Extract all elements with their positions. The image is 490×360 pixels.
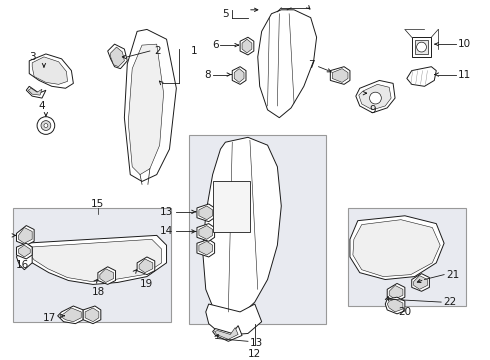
Bar	[189, 135, 326, 324]
Polygon shape	[29, 54, 74, 88]
Text: 4: 4	[39, 101, 45, 111]
Text: 13: 13	[250, 338, 263, 348]
Polygon shape	[111, 47, 124, 67]
Polygon shape	[199, 206, 213, 220]
Polygon shape	[197, 204, 215, 222]
Polygon shape	[332, 69, 348, 82]
Text: 7: 7	[308, 60, 315, 70]
Text: 22: 22	[443, 297, 456, 307]
Circle shape	[37, 117, 55, 134]
Polygon shape	[26, 86, 46, 98]
Text: 14: 14	[160, 226, 173, 237]
Text: 3: 3	[29, 52, 35, 62]
Polygon shape	[20, 235, 167, 284]
Polygon shape	[407, 67, 436, 86]
Polygon shape	[108, 44, 127, 69]
Polygon shape	[199, 241, 213, 255]
Text: 20: 20	[398, 307, 412, 317]
Text: 2: 2	[154, 46, 160, 56]
Polygon shape	[389, 285, 403, 299]
Polygon shape	[17, 243, 32, 270]
Polygon shape	[330, 67, 350, 84]
Text: 9: 9	[369, 105, 376, 115]
Polygon shape	[213, 325, 242, 341]
Polygon shape	[17, 243, 32, 259]
Polygon shape	[359, 84, 391, 110]
Polygon shape	[412, 37, 431, 57]
Polygon shape	[414, 276, 427, 289]
Polygon shape	[203, 137, 281, 322]
Polygon shape	[139, 259, 153, 273]
Polygon shape	[199, 226, 213, 239]
Polygon shape	[85, 308, 99, 322]
Text: 5: 5	[221, 9, 228, 19]
Polygon shape	[17, 226, 34, 245]
Polygon shape	[83, 306, 101, 324]
Polygon shape	[232, 67, 246, 84]
Text: 17: 17	[43, 313, 56, 323]
Polygon shape	[26, 239, 162, 282]
Text: 13: 13	[160, 207, 173, 217]
Polygon shape	[240, 37, 254, 55]
Polygon shape	[387, 283, 405, 301]
Polygon shape	[387, 299, 403, 312]
Text: 10: 10	[458, 39, 471, 49]
Polygon shape	[385, 297, 405, 314]
Text: 8: 8	[204, 69, 211, 80]
Polygon shape	[353, 220, 440, 276]
Polygon shape	[98, 267, 116, 284]
Polygon shape	[215, 328, 238, 339]
Polygon shape	[412, 274, 429, 291]
Polygon shape	[32, 57, 68, 84]
Circle shape	[41, 121, 51, 130]
Polygon shape	[124, 30, 176, 181]
Text: 16: 16	[16, 260, 29, 270]
Text: 21: 21	[446, 270, 459, 280]
Bar	[348, 208, 466, 306]
Text: 19: 19	[140, 279, 153, 289]
Polygon shape	[19, 228, 32, 243]
Polygon shape	[19, 245, 30, 257]
Text: 18: 18	[92, 287, 105, 297]
Polygon shape	[356, 80, 395, 113]
Polygon shape	[128, 44, 164, 175]
Text: 11: 11	[458, 69, 471, 80]
Polygon shape	[58, 306, 83, 324]
Polygon shape	[100, 269, 114, 283]
Text: 15: 15	[91, 199, 104, 209]
Polygon shape	[137, 257, 155, 275]
Circle shape	[369, 92, 381, 104]
Circle shape	[416, 42, 426, 52]
Polygon shape	[258, 10, 317, 118]
Polygon shape	[28, 88, 42, 95]
Polygon shape	[197, 239, 215, 257]
Polygon shape	[242, 39, 252, 53]
Text: 6: 6	[212, 40, 219, 50]
Bar	[213, 181, 250, 233]
Polygon shape	[206, 304, 262, 336]
Polygon shape	[197, 224, 215, 241]
Polygon shape	[234, 69, 244, 82]
Bar	[13, 208, 172, 322]
Circle shape	[44, 123, 48, 127]
Text: 12: 12	[248, 349, 262, 359]
Polygon shape	[415, 40, 428, 54]
Polygon shape	[60, 308, 81, 322]
Polygon shape	[350, 216, 444, 279]
Text: 1: 1	[191, 46, 197, 56]
